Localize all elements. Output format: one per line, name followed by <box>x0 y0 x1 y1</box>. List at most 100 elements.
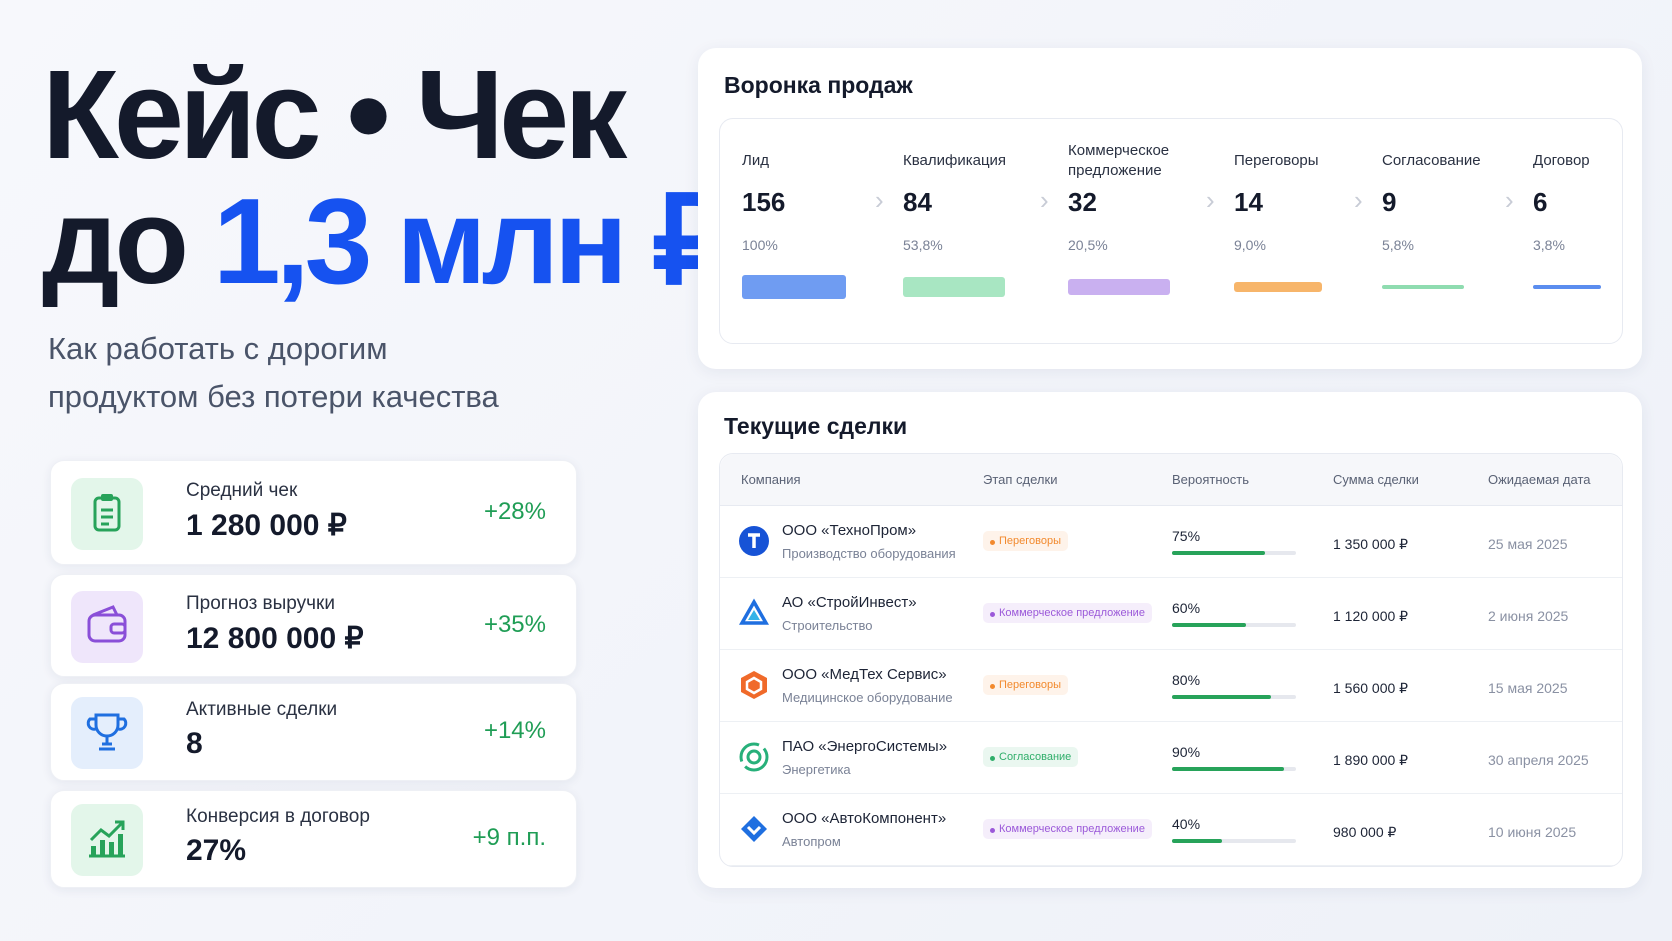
stage-count: 9 <box>1382 187 1397 217</box>
deal-row: ООО «МедТех Сервис» Медицинское оборудова… <box>720 650 1622 722</box>
company-logo <box>738 598 770 625</box>
deal-date: 2 июня 2025 <box>1488 608 1569 624</box>
company-name: АО «СтройИнвест» <box>782 594 917 611</box>
stage-share: 20,5% <box>1068 237 1108 253</box>
funnel-panel: Воронка продаж Лид 156 100% › Квалификация 84… <box>698 48 1642 369</box>
company-logo <box>741 671 767 699</box>
badge-dot <box>990 684 995 689</box>
kpi-label: Активные сделки <box>186 699 338 720</box>
column-header: Ожидаемая дата <box>1488 472 1591 487</box>
panel-title: Воронка продаж <box>724 72 913 98</box>
deal-date: 25 мая 2025 <box>1488 536 1568 552</box>
deals-panel: Текущие сделки Компания Этап сделки Вероят… <box>698 392 1642 888</box>
deal-row: АО «СтройИнвест» Строительство Коммерческо… <box>720 578 1622 650</box>
kpi-change: +35% <box>483 610 546 638</box>
company-industry: Строительство <box>782 618 873 633</box>
icon <box>86 713 128 751</box>
stage-bar <box>903 277 1005 297</box>
probability: 90% <box>1172 744 1201 760</box>
chevron: › <box>1040 185 1049 215</box>
stage-count: 6 <box>1533 187 1548 217</box>
stage-badge: Коммерческое предложение <box>983 819 1152 839</box>
probability: 80% <box>1172 672 1201 688</box>
probability-bar <box>1172 551 1265 555</box>
probability-bar <box>1172 839 1222 843</box>
chevron: › <box>1206 185 1215 215</box>
badge-dot <box>990 828 995 833</box>
stage-share: 9,0% <box>1234 237 1266 253</box>
funnel: Лид 156 100% › Квалификация 84 53,8% › Коммерчес… <box>719 118 1623 344</box>
company-name: ООО «АвтоКомпонент» <box>782 810 947 827</box>
company-name: ООО «МедТех Сервис» <box>782 666 947 683</box>
funnel-stage: Договор 6 3,8% <box>1533 119 1672 345</box>
kpi-change: +14% <box>483 717 546 744</box>
stage-share: 3,8% <box>1533 237 1565 253</box>
funnel-stage: Переговоры 14 9,0% <box>1234 119 1384 345</box>
column-header: Вероятность <box>1172 472 1249 487</box>
stage-badge: Переговоры <box>983 531 1069 551</box>
company-industry: Энергетика <box>782 762 851 777</box>
company-industry: Производство оборудования <box>782 546 956 561</box>
company-logo <box>741 816 767 842</box>
stage-name: Лид <box>742 152 769 169</box>
deals-table: Компания Этап сделки Вероятность Сумма сдел… <box>719 453 1623 867</box>
title-highlight: 1,3 млн ₽ <box>212 173 729 309</box>
stage-badge: Коммерческое предложение <box>983 603 1152 623</box>
kpi-label: Конверсия в договор <box>186 806 370 827</box>
panel-title: Текущие сделки <box>724 413 908 439</box>
kpi-card: Прогноз выручки 12 800 000 ₽ +35% <box>50 574 577 677</box>
title-line: до 1,3 млн ₽ <box>42 180 729 302</box>
company-industry: Медицинское оборудование <box>782 690 953 705</box>
probability-bar <box>1172 623 1247 627</box>
stage-share: 100% <box>742 237 778 253</box>
subtitle: Как работать с дорогим <box>48 331 388 366</box>
badge-dot <box>990 612 995 617</box>
stage-bar <box>1234 282 1322 292</box>
deal-date: 10 июня 2025 <box>1488 824 1577 840</box>
stage-bar <box>1533 285 1601 289</box>
kpi-change: +9 п.п. <box>472 824 546 851</box>
deal-amount: 1 560 000 ₽ <box>1333 680 1409 696</box>
deal-date: 30 апреля 2025 <box>1488 752 1589 768</box>
stage-bar <box>742 275 846 299</box>
badge-dot <box>990 756 995 761</box>
kpi-value: 1 280 000 ₽ <box>186 508 347 542</box>
company-name: ООО «ТехноПром» <box>782 522 917 539</box>
column-header: Этап сделки <box>983 472 1058 487</box>
stage-name: Переговоры <box>1234 152 1319 169</box>
kpi-value: 27% <box>186 834 247 867</box>
stage-name: Квалификация <box>903 152 1007 169</box>
stage-count: 32 <box>1068 187 1097 217</box>
kpi-icon <box>71 590 143 663</box>
deal-row: ПАО «ЭнергоСистемы» Энергетика Согласовани… <box>720 722 1622 794</box>
chevron: › <box>1505 185 1514 215</box>
deal-amount: 1 350 000 ₽ <box>1333 536 1409 552</box>
title: Кейс • Чек <box>42 44 627 185</box>
stage-count: 156 <box>742 187 786 217</box>
probability: 75% <box>1172 528 1201 544</box>
probability-bar <box>1172 767 1284 771</box>
funnel-stage: Лид 156 100% <box>742 119 892 345</box>
chevron: › <box>1354 185 1363 215</box>
icon <box>89 820 125 858</box>
stage-count: 14 <box>1234 187 1263 217</box>
column-header: Сумма сделки <box>1333 472 1419 487</box>
badge-dot <box>990 540 995 545</box>
probability-track <box>1172 839 1296 843</box>
probability-bar <box>1172 695 1272 699</box>
kpi-change: +28% <box>483 497 546 525</box>
company-name: ПАО «ЭнергоСистемы» <box>782 738 948 755</box>
kpi-card: Конверсия в договор 27% +9 п.п. <box>50 790 577 888</box>
kpi-card: Средний чек 1 280 000 ₽ +28% <box>50 460 577 565</box>
funnel-stage: Квалификация 84 53,8% <box>903 119 1053 345</box>
probability-track <box>1172 695 1296 699</box>
icon <box>93 493 121 531</box>
stage-name: Договор <box>1533 152 1590 169</box>
probability-track <box>1172 623 1296 627</box>
stage-count: 84 <box>903 187 932 217</box>
company-logo <box>739 742 769 772</box>
kpi-icon <box>71 697 143 769</box>
deal-row: ООО «ТехноПром» Производство оборудования… <box>720 506 1622 578</box>
stage-badge: Согласование <box>983 747 1079 767</box>
